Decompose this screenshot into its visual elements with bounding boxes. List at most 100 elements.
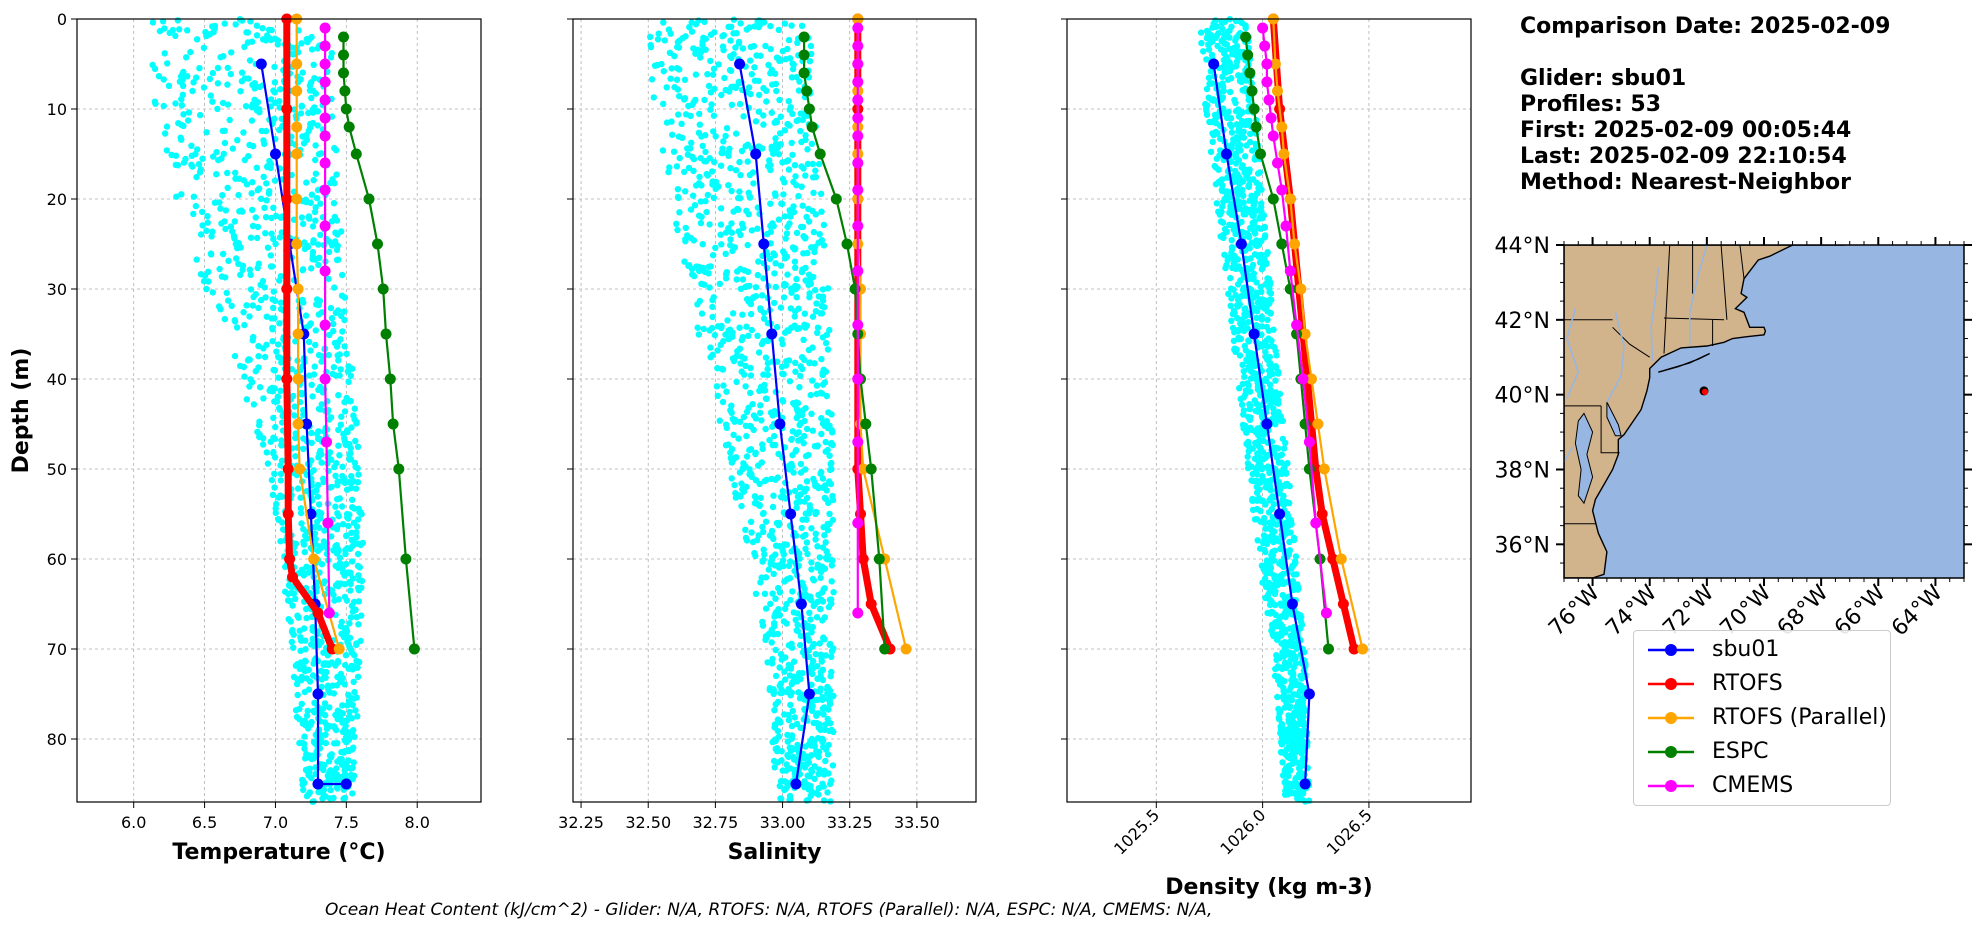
glider-cloud-point (769, 412, 776, 419)
glider-cloud-point (1233, 43, 1241, 50)
glider-cloud-point (803, 761, 810, 768)
glider-cloud-point (748, 71, 755, 78)
glider-cloud-point (330, 547, 337, 554)
series-point-cmems (321, 436, 332, 448)
glider-cloud-point (783, 576, 791, 583)
glider-cloud-point (772, 135, 779, 142)
glider-cloud-point (244, 39, 252, 46)
glider-cloud-point (684, 232, 691, 239)
glider-cloud-point (206, 75, 214, 83)
glider-cloud-point (1272, 377, 1279, 384)
glider-cloud-point (1271, 547, 1278, 554)
glider-cloud-point (349, 496, 356, 503)
legend-item: sbu01 (1640, 635, 1886, 665)
glider-cloud-point (273, 348, 280, 355)
glider-cloud-point (1231, 225, 1238, 232)
series-point-espc (1240, 31, 1252, 43)
glider-cloud-point (327, 54, 335, 61)
glider-cloud-point (767, 45, 774, 53)
glider-cloud-point (783, 253, 791, 260)
glider-cloud-point (271, 89, 278, 96)
glider-cloud-point (1297, 672, 1304, 680)
glider-cloud-point (1230, 136, 1237, 143)
glider-cloud-point (330, 327, 337, 335)
glider-cloud-point (274, 37, 282, 44)
glider-cloud-point (813, 300, 820, 307)
legend-item: RTOFS (Parallel) (1640, 703, 1887, 733)
glider-cloud-point (783, 779, 790, 786)
glider-cloud-point (1260, 539, 1267, 547)
glider-cloud-point (1253, 314, 1260, 321)
glider-cloud-point (221, 20, 228, 27)
plot-area (1067, 19, 1471, 802)
series-point-cmems (852, 373, 864, 385)
glider-cloud-point (712, 133, 719, 140)
glider-cloud-point (1221, 50, 1228, 57)
glider-cloud-point (249, 179, 256, 186)
glider-cloud-point (219, 192, 226, 199)
glider-cloud-point (760, 275, 767, 282)
glider-cloud-point (1263, 377, 1270, 385)
glider-cloud-point (707, 89, 715, 96)
glider-cloud-point (674, 43, 681, 51)
glider-cloud-point (760, 85, 767, 92)
glider-cloud-point (1253, 516, 1261, 523)
glider-cloud-point (1299, 757, 1307, 764)
glider-cloud-point (303, 675, 310, 682)
glider-cloud-point (271, 484, 278, 491)
glider-cloud-point (1249, 205, 1257, 212)
glider-cloud-point (266, 188, 273, 195)
glider-cloud-point (341, 475, 348, 483)
glider-cloud-point (1228, 317, 1235, 324)
glider-cloud-point (699, 241, 706, 248)
glider-cloud-point (1255, 456, 1262, 464)
series-point-rtofs (865, 598, 877, 610)
glider-cloud-point (782, 235, 789, 242)
glider-cloud-point (215, 303, 223, 310)
glider-cloud-point (1223, 261, 1230, 269)
glider-cloud-point (729, 329, 736, 336)
glider-cloud-point (798, 411, 806, 419)
glider-cloud-point (309, 119, 317, 127)
glider-cloud-point (790, 678, 797, 685)
glider-cloud-point (1205, 41, 1212, 48)
glider-cloud-point (1221, 40, 1228, 47)
glider-cloud-point (748, 227, 756, 234)
glider-cloud-point (354, 713, 361, 720)
glider-cloud-point (259, 25, 266, 32)
glider-cloud-point (302, 755, 309, 762)
glider-cloud-point (256, 431, 263, 438)
glider-cloud-point (814, 442, 821, 449)
glider-cloud-point (355, 505, 362, 512)
glider-cloud-point (303, 792, 311, 800)
glider-cloud-point (314, 108, 322, 115)
glider-cloud-point (668, 65, 675, 72)
glider-cloud-point (227, 223, 235, 230)
glider-cloud-point (1278, 664, 1286, 671)
glider-cloud-point (771, 270, 778, 277)
glider-cloud-point (269, 491, 277, 499)
glider-cloud-point (268, 230, 275, 237)
glider-cloud-point (286, 597, 293, 605)
glider-cloud-point (309, 753, 316, 761)
series-point-cmems (1267, 130, 1279, 142)
series-cmems (1257, 22, 1332, 619)
series-point-cmems (852, 112, 864, 124)
glider-cloud-point (733, 130, 740, 137)
glider-cloud-point (272, 509, 279, 517)
glider-cloud-point (308, 265, 315, 272)
glider-cloud-point (789, 463, 796, 470)
glider-cloud-point (1258, 251, 1265, 259)
series-point-rtofs-parallel (292, 418, 304, 430)
series-point-cmems (1257, 22, 1269, 34)
glider-cloud-point (1247, 375, 1255, 382)
glider-cloud-point (794, 627, 802, 635)
glider-cloud-point (250, 401, 258, 408)
glider-cloud-point (356, 658, 363, 666)
glider-cloud-point (348, 529, 355, 536)
glider-cloud-point (826, 510, 833, 518)
glider-cloud-point (1273, 521, 1280, 528)
glider-cloud-point (673, 76, 681, 83)
glider-cloud-point (1209, 138, 1216, 146)
